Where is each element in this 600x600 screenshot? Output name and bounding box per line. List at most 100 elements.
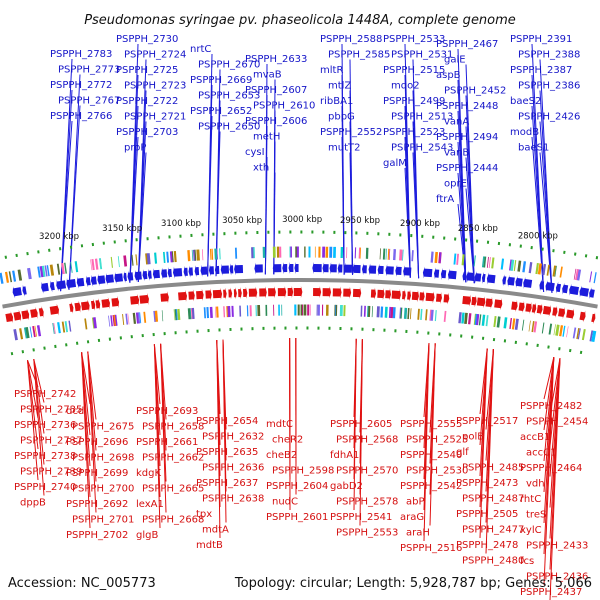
gene-arrow (90, 298, 96, 311)
reverse-gene-label: PSPPH_2638 (202, 494, 264, 505)
gene-arrow (147, 268, 152, 281)
reverse-gene-label: nudC (272, 497, 298, 508)
gene-arrow (515, 276, 523, 288)
forward-gene-label: galE (444, 55, 466, 66)
forward-gene-label: aspB (436, 70, 461, 81)
leader-line (549, 358, 561, 600)
reverse-gene-label: PSPPH_2636 (202, 463, 264, 474)
kbp-tick-label: 3200 kbp (39, 232, 79, 242)
reverse-gene-label: mdtA (202, 525, 229, 536)
kbp-tick-label: 2850 kbp (458, 224, 498, 234)
reverse-gene-label: PSPPH_2436 (526, 572, 588, 583)
leader-line (543, 357, 555, 400)
outer-tick-ring (0, 230, 600, 260)
gene-arrow (13, 309, 22, 322)
gene-arrow (343, 262, 353, 275)
kbp-tick-label: 3000 kbp (282, 215, 322, 225)
gene-arrow (343, 286, 352, 299)
leader-line (404, 167, 411, 278)
reverse-gene-label: PSPPH_2480 (462, 556, 524, 567)
forward-gene-label: PSPPH_2531 (391, 50, 453, 61)
leader-line (465, 188, 475, 284)
leader-line (33, 359, 45, 403)
gene-arrow (525, 302, 532, 314)
reverse-gene-label: PSPPH_2530 (406, 466, 468, 477)
gene-arrow (212, 287, 223, 300)
reverse-gene-label: PSPPH_2675 (72, 422, 134, 433)
accession-text: Accession: NC_005773 (8, 576, 156, 591)
reverse-gene-label: PSPPH_2604 (266, 481, 328, 492)
reverse-gene-label: PSPPH_2473 (456, 478, 518, 489)
gene-arrow (552, 305, 558, 318)
reverse-gene-label: PSPPH_2485 (462, 463, 524, 474)
reverse-gene-label: PSPPH_2525 (406, 435, 468, 446)
gene-arrow (178, 289, 188, 302)
reverse-gene-label: glgB (136, 530, 158, 541)
gene-arrow (385, 264, 394, 277)
forward-gene-label: PSPPH_2452 (444, 86, 506, 97)
leader-line (457, 172, 467, 283)
reverse-gene-label: PSPPH_2454 (526, 417, 588, 428)
gene-arrow (21, 308, 30, 321)
gene-arrow (370, 287, 377, 300)
forward-gene-label: PSPPH_2633 (245, 54, 307, 65)
gene-arrow (161, 267, 168, 280)
leader-line (27, 360, 39, 481)
leader-line (33, 359, 45, 496)
gene-arrow (352, 262, 361, 275)
gene-arrow (41, 281, 49, 294)
leader-line (153, 344, 161, 529)
reverse-gene-label: PSPPH_2632 (202, 432, 264, 443)
gene-arrow (105, 273, 114, 286)
forward-gene-label: PSPPH_2606 (245, 116, 307, 127)
forward-gene-label: PSPPH_2766 (50, 111, 112, 122)
gene-arrow (507, 274, 515, 287)
gene-arrow (233, 287, 237, 300)
forward-gene-label: PSPPH_2543 (391, 143, 453, 154)
forward-gene-label: PSPPH_2772 (50, 80, 112, 91)
gene-arrow (352, 287, 362, 300)
reverse-gene-label: cheB2 (266, 450, 297, 461)
gene-arrow (511, 300, 518, 313)
gene-arrow (172, 266, 183, 279)
gene-arrow (50, 280, 55, 293)
forward-gene-label: PSPPH_2652 (190, 106, 252, 117)
reverse-gene-label: PSPPH_2601 (266, 512, 328, 523)
leader-line (27, 360, 39, 419)
reverse-gene-label: PSPPH_2542 (400, 481, 462, 492)
gene-arrow (248, 286, 258, 299)
forward-gene-label: PSPPH_2670 (198, 60, 260, 71)
gene-arrow (447, 268, 457, 281)
genome-title: Pseudomonas syringae pv. phaseolicola 14… (84, 13, 516, 28)
leader-line (539, 152, 553, 294)
forward-gene-label: oprE (444, 179, 467, 190)
reverse-gene-label: rhtC (520, 494, 541, 505)
reverse-gene-label: vdh (526, 479, 545, 490)
leader-line (479, 348, 488, 539)
reverse-gene-label: fdhA1 (330, 450, 359, 461)
reverse-gene-label: PSPPH_2702 (66, 530, 128, 541)
gene-arrow (5, 311, 14, 324)
genome-rings (0, 230, 600, 356)
leader-line (81, 352, 91, 405)
gene-arrow (466, 270, 475, 283)
gene-arrow (471, 295, 477, 308)
gene-arrow (85, 275, 91, 288)
gene-arrow (476, 296, 486, 309)
reverse-gene-label: PSPPH_2736 (14, 420, 76, 431)
gene-arrow (425, 291, 435, 304)
gene-arrow (56, 279, 67, 292)
forward-gene-label: PSPPH_2552 (320, 127, 382, 138)
kbp-tick-label: 2900 kbp (400, 219, 440, 229)
gene-arrow (385, 288, 392, 301)
reverse-gene-label: PSPPH_2482 (520, 401, 582, 412)
reverse-gene-label: PSPPH_2478 (456, 540, 518, 551)
forward-gene-label: mqo2 (391, 81, 420, 92)
gene-arrow (545, 280, 555, 293)
forward-gene-label: PSPPH_2388 (518, 50, 580, 61)
leader-line (543, 357, 555, 586)
gene-arrow (22, 284, 27, 297)
reverse-gene-label: mdtB (196, 540, 223, 551)
gene-arrow (542, 304, 552, 317)
gene-arrow (130, 293, 140, 306)
